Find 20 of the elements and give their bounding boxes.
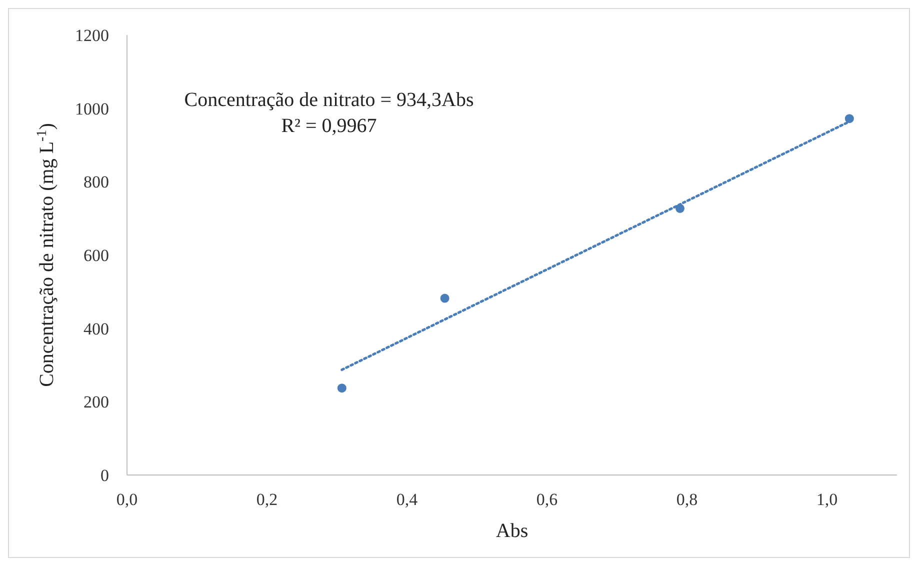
y-tick-label: 600 <box>84 246 109 266</box>
y-tick-label: 200 <box>84 392 109 412</box>
point <box>844 114 854 124</box>
annotation: Concentração de nitrato = 934,3Abs <box>183 88 475 113</box>
x-axis-title: Abs <box>496 520 528 542</box>
x-tick-label: 0,4 <box>396 490 418 510</box>
y-tick-label: 1000 <box>75 99 109 118</box>
point <box>337 384 346 393</box>
y-tick-label: 800 <box>84 172 109 192</box>
y-tick-label: 0 <box>100 466 109 486</box>
point <box>675 204 685 213</box>
x-tick-label: 1,0 <box>816 490 838 510</box>
x-tick-label: 0,2 <box>256 490 278 510</box>
y-tick-label: 400 <box>84 319 109 338</box>
y-tick-label: 1200 <box>75 26 109 46</box>
x-tick-label: 0,0 <box>116 490 138 510</box>
x-tick-label: 0,6 <box>536 490 558 510</box>
annotation: R² = 0,9967 <box>280 114 378 139</box>
x-tick-label: 0,8 <box>676 490 698 510</box>
point <box>440 294 450 303</box>
